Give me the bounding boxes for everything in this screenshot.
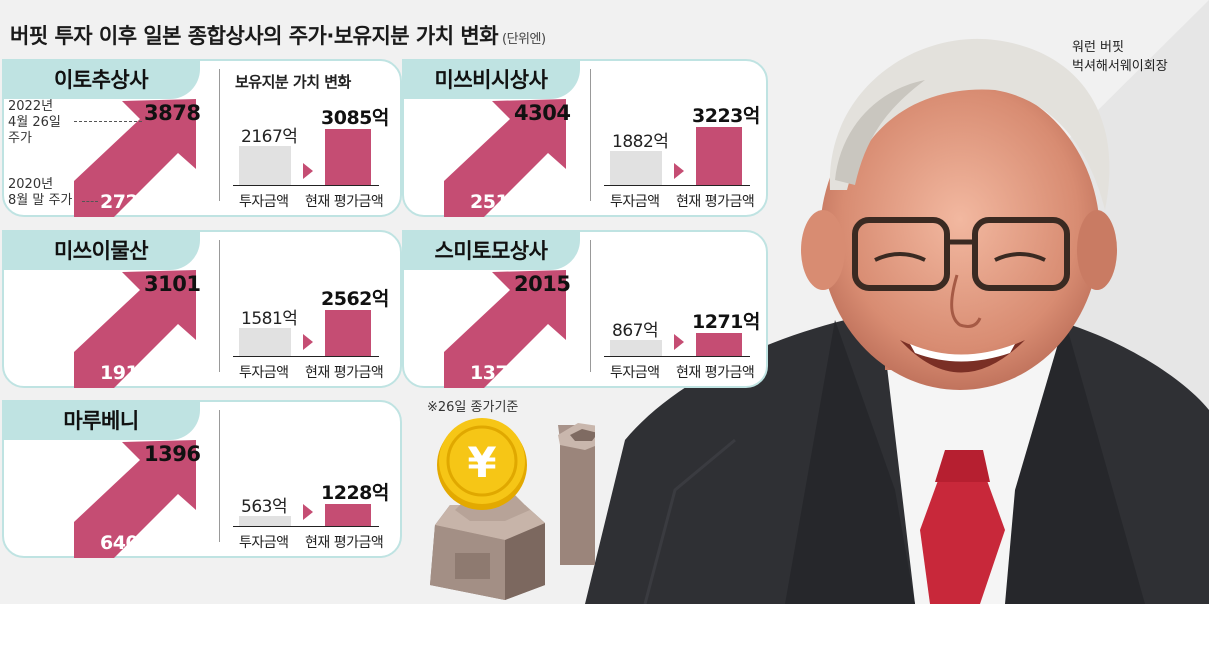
arrow-right-icon [303,163,313,179]
yen-coin-illustration: ¥ [430,418,595,600]
invest-bar [610,151,662,185]
bar-baseline [233,356,379,357]
price-2020: 640 [100,532,139,554]
invest-value-label: 1581억 [241,309,298,329]
leader-line-2020 [82,201,98,202]
price-2020: 2513 [470,191,521,213]
current-value-bar [325,310,371,356]
current-value-label: 3223억 [692,105,760,127]
price-2022: 2015 [514,272,571,296]
price-2022: 3878 [144,101,201,125]
company-name-tag: 미쓰비시상사 [402,59,580,99]
invest-bar [610,340,662,356]
company-name-tag: 스미토모상사 [402,230,580,270]
price-2022: 4304 [514,101,571,125]
current-value-bar [325,504,371,526]
person-caption: 워런 버핏 벅셔해서웨이회장 [1072,38,1168,76]
closing-price-note: ※26일 종가기준 [427,400,519,415]
price-arrow-shape [74,270,196,388]
current-value-label: 3085억 [321,107,389,129]
price-arrow [74,99,198,217]
date-2022-line: 주가 [8,131,32,146]
current-axis-label: 현재 평가금액 [305,535,384,551]
invest-axis-label: 투자금액 [239,365,289,381]
current-value-label: 1228억 [321,482,389,504]
invest-bar [239,146,291,185]
current-value-label: 1271억 [692,311,760,333]
card-divider [219,410,220,542]
warren-buffett-photo [585,38,1209,604]
yen-symbol-icon: ¥ [467,438,496,487]
unit-label: (단위엔) [502,32,546,47]
arrow-right-icon [674,163,684,179]
card-divider [590,240,591,372]
date-2022-line: 4월 26일 [8,115,61,130]
card-divider [219,240,220,372]
holding-value-header: 보유지분 가치 변화 [235,73,351,91]
person-title: 벅셔해서웨이회장 [1072,59,1168,74]
price-2020: 1375 [470,362,521,384]
invest-value-label: 867억 [612,321,659,341]
bar-baseline [233,185,379,186]
card-divider [219,69,220,201]
current-axis-label: 현재 평가금액 [305,365,384,381]
current-value-bar [696,333,742,356]
card-divider [590,69,591,201]
invest-axis-label: 투자금액 [610,365,660,381]
invest-value-label: 1882억 [612,132,669,152]
company-name-tag: 미쓰이물산 [2,230,200,270]
arrow-right-icon [674,334,684,350]
price-2022: 3101 [144,272,201,296]
price-2020: 2724 [100,191,151,213]
price-2022: 1396 [144,442,201,466]
invest-value-label: 563억 [241,497,288,517]
invest-value-label: 2167억 [241,127,298,147]
infographic: 버핏 투자 이후 일본 종합상사의 주가·보유지분 가치 변화 (단위엔) [0,0,1209,604]
current-axis-label: 현재 평가금액 [676,194,755,210]
infographic-title: 버핏 투자 이후 일본 종합상사의 주가·보유지분 가치 변화 (단위엔) [10,20,546,50]
bar-baseline [604,356,750,357]
date-2020-label: 2020년 8월 말 주가 [8,177,73,208]
bar-baseline [604,185,750,186]
price-arrow-shape [444,270,566,388]
current-axis-label: 현재 평가금액 [676,365,755,381]
arrow-right-icon [303,334,313,350]
current-axis-label: 현재 평가금액 [305,194,384,210]
price-arrow-shape [74,99,196,217]
company-name-tag: 마루베니 [2,400,200,440]
price-arrow [444,99,568,217]
price-arrow [74,270,198,388]
leader-line-2022 [74,121,142,122]
bar-baseline [233,526,379,527]
date-2022-line: 2022년 [8,99,54,114]
price-arrow [74,440,198,558]
invest-axis-label: 투자금액 [239,194,289,210]
arrow-right-icon [303,504,313,520]
invest-bar [239,516,291,526]
invest-axis-label: 투자금액 [610,194,660,210]
company-name-tag: 이토추상사 [2,59,200,99]
person-name: 워런 버핏 [1072,40,1124,55]
price-arrow-shape [74,440,196,558]
invest-axis-label: 투자금액 [239,535,289,551]
price-arrow [444,270,568,388]
title-text: 버핏 투자 이후 일본 종합상사의 주가·보유지분 가치 변화 [10,24,499,48]
current-value-bar [696,127,742,185]
invest-bar [239,328,291,356]
current-value-label: 2562억 [321,288,389,310]
date-2022-label: 2022년 4월 26일 주가 [8,99,61,147]
price-2020: 1914 [100,362,151,384]
current-value-bar [325,129,371,185]
price-arrow-shape [444,99,566,217]
